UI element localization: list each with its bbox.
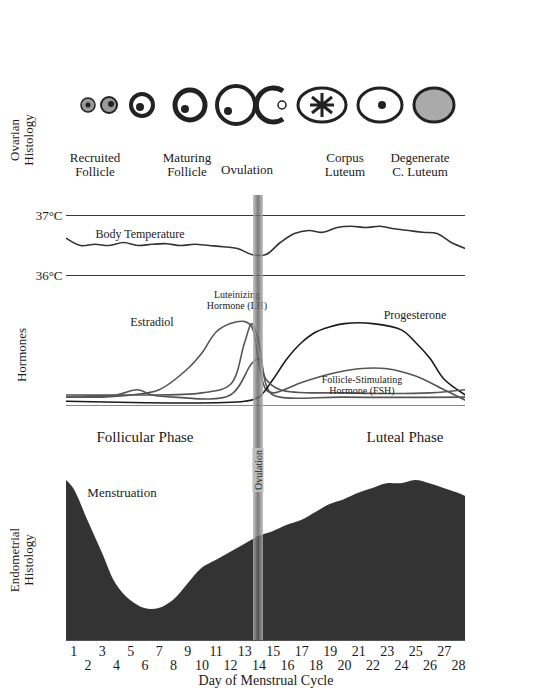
- svg-text:Day of Menstrual Cycle: Day of Menstrual Cycle: [199, 673, 334, 688]
- html-text:Luteinizing Hormone (LH): Luteinizing Hormone (LH): [206, 289, 268, 311]
- svg-text:2: 2: [84, 658, 91, 673]
- svg-text:3: 3: [99, 644, 106, 659]
- svg-text:28: 28: [451, 658, 465, 673]
- svg-text:14: 14: [252, 658, 266, 673]
- html-text:Luteal Phase: Luteal Phase: [366, 428, 444, 445]
- svg-text:13: 13: [238, 644, 252, 659]
- svg-text:15: 15: [266, 644, 280, 659]
- html-text:Corpus Luteum: Corpus Luteum: [324, 149, 366, 179]
- svg-text:20: 20: [337, 658, 351, 673]
- svg-text:22: 22: [366, 658, 380, 673]
- svg-text:27: 27: [437, 644, 451, 659]
- svg-text:23: 23: [380, 644, 394, 659]
- svg-text:5: 5: [127, 644, 134, 659]
- svg-text:24: 24: [394, 658, 408, 673]
- html-text:Ovulation: Ovulation: [221, 161, 273, 177]
- svg-text:10: 10: [195, 658, 209, 673]
- svg-text:1: 1: [70, 644, 77, 659]
- html-text:Hormones: Hormones: [13, 327, 29, 383]
- svg-text:7: 7: [156, 644, 163, 659]
- svg-text:4: 4: [113, 658, 120, 673]
- svg-text:8: 8: [170, 658, 177, 673]
- html-text:Progesterone: Progesterone: [383, 308, 447, 323]
- html-text:Menstruation: Menstruation: [87, 484, 157, 500]
- svg-text:26: 26: [423, 658, 437, 673]
- html-text:Ovarian Histology: Ovarian Histology: [6, 114, 36, 166]
- svg-text:17: 17: [295, 644, 309, 659]
- html-text:Follicular Phase: Follicular Phase: [96, 428, 194, 445]
- html-text:Ovulation: Ovulation: [252, 450, 264, 490]
- svg-text:12: 12: [223, 658, 237, 673]
- svg-text:18: 18: [309, 658, 323, 673]
- svg-text:36°C: 36°C: [36, 268, 63, 280]
- svg-text:9: 9: [184, 644, 191, 659]
- html-text:Maturing Follicle: Maturing Follicle: [162, 149, 212, 179]
- svg-text:11: 11: [209, 644, 222, 659]
- svg-text:19: 19: [323, 644, 337, 659]
- svg-text:21: 21: [352, 644, 366, 659]
- svg-text:37°C: 37°C: [36, 208, 63, 223]
- svg-text:25: 25: [409, 644, 423, 659]
- html-text:Estradiol: Estradiol: [130, 315, 174, 330]
- html-text:Body Temperature: Body Temperature: [95, 227, 185, 242]
- svg-text:16: 16: [280, 658, 294, 673]
- html-text:Degenerate C. Luteum: Degenerate C. Luteum: [390, 149, 450, 179]
- html-text:Recruited Follicle: Recruited Follicle: [69, 149, 121, 179]
- svg-text:6: 6: [141, 658, 148, 673]
- html-text:Follicle-Stimulating Hormone (: Follicle-Stimulating Hormone (FSH): [321, 374, 403, 396]
- html-text:Endometrial Histology: Endometrial Histology: [6, 527, 36, 593]
